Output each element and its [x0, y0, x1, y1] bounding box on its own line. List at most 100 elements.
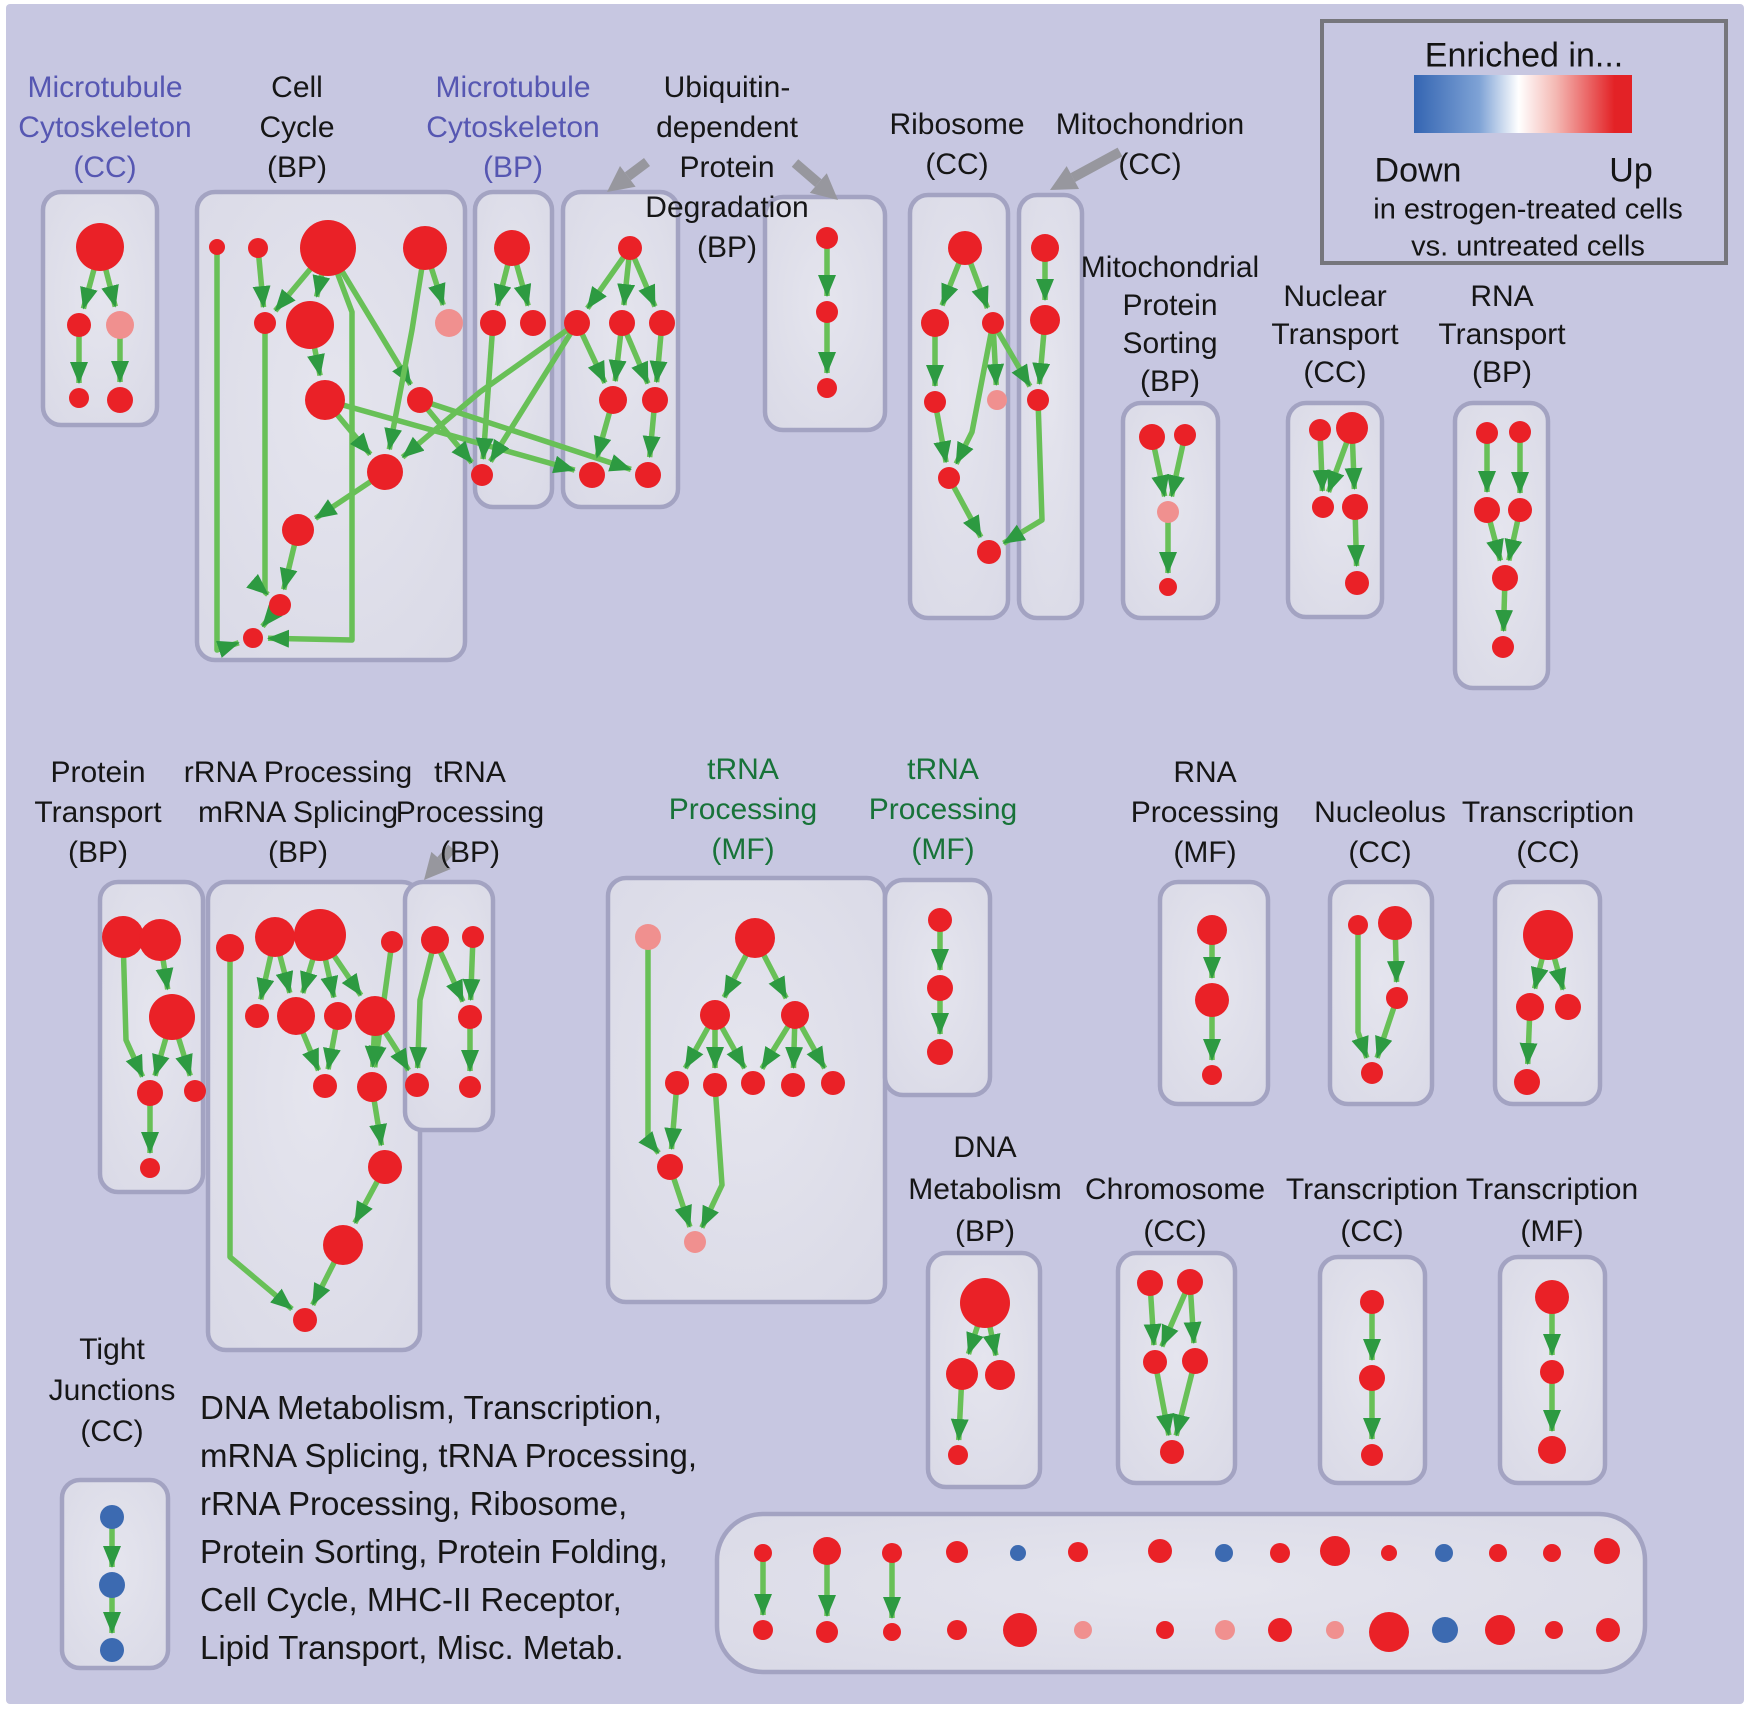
- legend: Enriched in... Down Up in estrogen-treat…: [1320, 19, 1728, 265]
- cluster-box-chromosome: [1115, 1250, 1238, 1486]
- go-term-node-up: [1378, 906, 1412, 940]
- cluster-box-mitochondrion: [1016, 192, 1085, 621]
- edge-r3-mt3: [990, 321, 1033, 388]
- edge-c9-m4: [417, 398, 474, 465]
- go-term-node-up: [1202, 1065, 1222, 1085]
- legend-up-label: Up: [1609, 151, 1653, 190]
- go-term-node-up: [282, 514, 314, 546]
- go-term-node-up: [1535, 1280, 1569, 1314]
- go-term-node-weak-up: [1157, 501, 1179, 523]
- go-term-node-up: [381, 931, 403, 953]
- go-term-node-up: [357, 1072, 387, 1102]
- go-term-node-up: [269, 594, 291, 616]
- go-term-node-down: [1435, 1544, 1453, 1562]
- go-term-node-up: [367, 454, 403, 490]
- go-term-node-up: [209, 239, 225, 255]
- go-term-node-down: [1010, 1545, 1026, 1561]
- go-term-node-up: [1156, 1621, 1174, 1639]
- go-term-node-weak-up: [987, 390, 1007, 410]
- edge-c5-c12: [246, 323, 270, 597]
- go-term-node-up: [407, 387, 433, 413]
- go-term-node-up: [700, 1000, 730, 1030]
- go-term-node-up: [1268, 1618, 1292, 1642]
- go-term-node-up: [1361, 1062, 1383, 1084]
- go-term-node-up: [735, 918, 775, 958]
- go-term-node-up: [1538, 1436, 1566, 1464]
- go-term-node-up: [300, 220, 356, 276]
- go-term-node-weak-up: [635, 924, 661, 950]
- annotation-arrow-icon: [1070, 147, 1123, 182]
- go-term-node-up: [642, 387, 668, 413]
- edge-u1-u2: [585, 246, 633, 310]
- go-term-node-up: [754, 1544, 772, 1562]
- go-term-node-up: [1516, 993, 1544, 1021]
- go-term-node-up: [635, 462, 661, 488]
- go-term-node-up: [813, 1537, 841, 1565]
- go-term-node-up: [139, 919, 181, 961]
- go-term-node-up: [1594, 1538, 1620, 1564]
- go-term-node-up: [1345, 571, 1369, 595]
- go-term-node-up: [1509, 421, 1531, 443]
- go-term-node-up: [741, 1071, 765, 1095]
- annotation-arrowhead-icon: [809, 173, 838, 200]
- go-term-node-down: [1215, 1544, 1233, 1562]
- go-term-node-up: [69, 388, 89, 408]
- go-term-node-up: [1027, 389, 1049, 411]
- edge-u2-c10: [400, 320, 579, 460]
- cluster-box-microtubule-bp: [472, 189, 555, 510]
- go-term-node-up: [618, 236, 642, 260]
- go-term-node-up: [1139, 424, 1165, 450]
- go-term-node-up: [1540, 1360, 1564, 1384]
- go-term-node-up: [184, 1080, 206, 1102]
- go-term-node-up: [1492, 565, 1518, 591]
- go-term-node-up: [1137, 1270, 1163, 1296]
- go-term-node-up: [102, 916, 144, 958]
- go-term-node-up: [821, 1071, 845, 1095]
- annotation-arrowhead-icon: [424, 851, 451, 880]
- go-term-node-up: [883, 1623, 901, 1641]
- go-term-node-up: [816, 227, 838, 249]
- go-term-node-up: [1348, 915, 1368, 935]
- go-term-node-up: [1381, 1545, 1397, 1561]
- go-term-node-up: [480, 310, 506, 336]
- go-term-node-up: [1514, 1069, 1540, 1095]
- go-term-node-up: [471, 464, 493, 486]
- go-term-node-up: [494, 230, 530, 266]
- go-term-node-up: [1182, 1348, 1208, 1374]
- go-term-node-up: [1485, 1615, 1515, 1645]
- go-term-node-up: [924, 391, 946, 413]
- legend-down-label: Down: [1374, 151, 1462, 190]
- annotation-arrow-icon: [791, 159, 822, 187]
- go-term-node-up: [405, 1073, 429, 1097]
- go-term-node-up: [294, 909, 346, 961]
- go-term-node-up: [243, 628, 263, 648]
- go-term-node-up: [324, 1002, 352, 1030]
- go-term-node-up: [665, 1071, 689, 1095]
- go-term-node-up: [977, 540, 1001, 564]
- go-term-node-up: [1003, 1613, 1037, 1647]
- legend-caption-line1: in estrogen-treated cells: [1373, 193, 1683, 226]
- go-term-node-up: [609, 310, 635, 336]
- go-term-node-up: [149, 994, 195, 1040]
- go-term-node-up: [1312, 496, 1334, 518]
- go-term-node-up: [1174, 424, 1196, 446]
- go-term-node-up: [248, 238, 268, 258]
- go-term-node-up: [649, 310, 675, 336]
- edge-g6-g11: [699, 1084, 725, 1229]
- go-term-node-up: [1195, 983, 1229, 1017]
- go-term-node-up: [946, 1358, 978, 1390]
- go-term-node-up: [254, 312, 276, 334]
- go-term-node-up: [1492, 636, 1514, 658]
- go-term-node-up: [67, 313, 91, 337]
- go-term-node-up: [1596, 1618, 1620, 1642]
- go-term-node-up: [1523, 910, 1573, 960]
- edge-c1-c13: [214, 247, 240, 658]
- go-term-node-up: [458, 1005, 482, 1029]
- go-term-node-up: [368, 1150, 402, 1184]
- go-term-node-weak-up: [684, 1231, 706, 1253]
- go-term-node-weak-up: [1074, 1621, 1092, 1639]
- edge-mt3-r7: [1002, 399, 1045, 546]
- go-term-node-up: [1361, 1444, 1383, 1466]
- edge-e3-e5: [1152, 1361, 1174, 1437]
- go-term-node-weak-up: [1326, 1621, 1344, 1639]
